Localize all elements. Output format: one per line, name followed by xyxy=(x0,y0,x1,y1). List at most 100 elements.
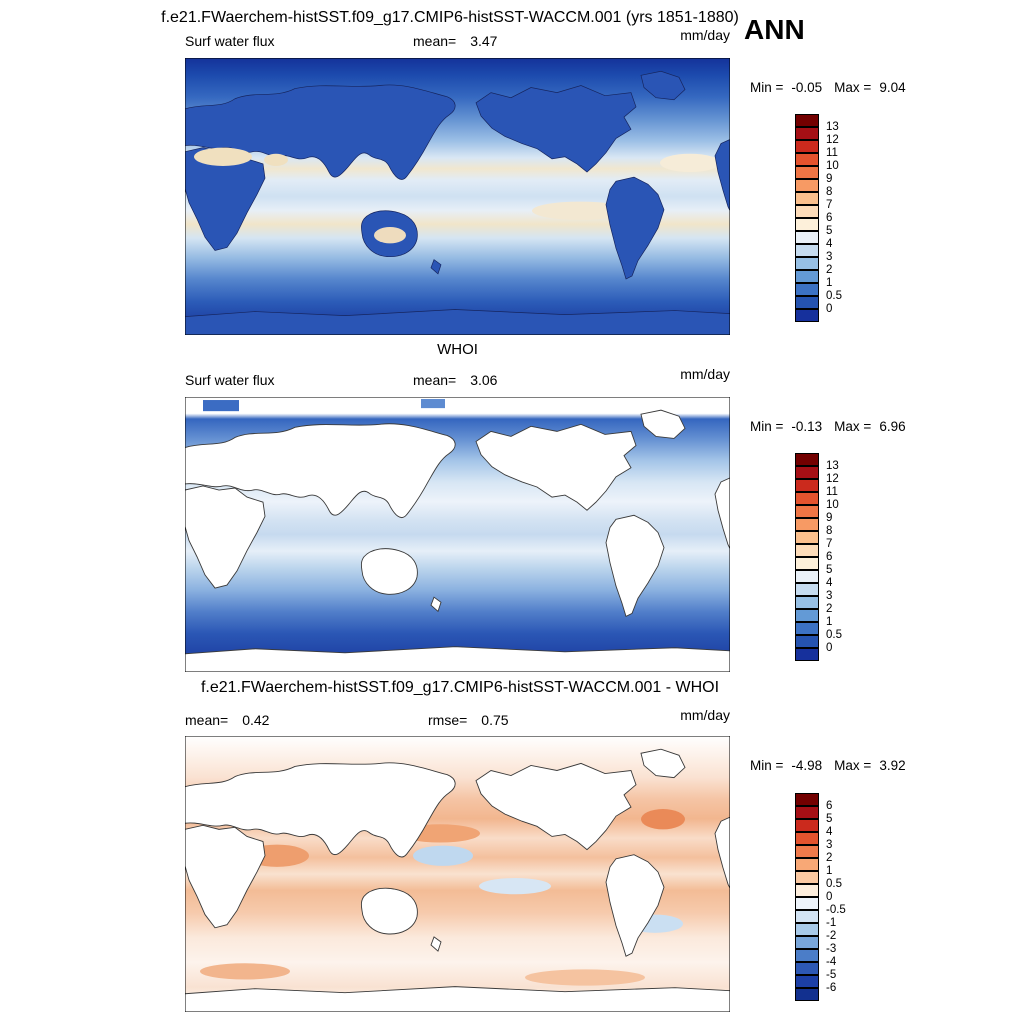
desert-patch-arabia xyxy=(264,153,288,166)
colorbar-box xyxy=(795,858,819,871)
colorbar-tick-label: -5 xyxy=(826,968,837,981)
colorbar-tick-label: 0 xyxy=(826,302,833,315)
colorbar-box xyxy=(795,518,819,531)
diff-colorbar: 6 5 4 3 2 1 0.5 0 -0.5 -1 -2 -3 -4 -5 -6 xyxy=(795,793,846,1001)
mean-label: mean= xyxy=(413,33,457,49)
colorbar-box xyxy=(795,244,819,257)
diff-mean-stat: mean= 0.42 xyxy=(185,712,269,728)
arctic-data-patch xyxy=(203,400,239,412)
colorbar-tick-label: 10 xyxy=(826,498,839,511)
obs-units-label: mm/day xyxy=(680,366,730,382)
colorbar-tick-label: 3 xyxy=(826,589,833,602)
min-label: Min = xyxy=(750,758,784,773)
colorbar-box xyxy=(795,819,819,832)
colorbar-box xyxy=(795,988,819,1001)
colorbar-box xyxy=(795,257,819,270)
colorbar-tick-label: 4 xyxy=(826,576,833,589)
evap-maximum-patch xyxy=(532,201,628,220)
min-label: Min = xyxy=(750,80,784,95)
diff-minmax: Min = -4.98 Max = 3.92 xyxy=(750,758,906,773)
colorbar-box xyxy=(795,492,819,505)
colorbar-box xyxy=(795,283,819,296)
colorbar-box xyxy=(795,296,819,309)
positive-diff-patch xyxy=(525,969,645,986)
evap-maximum-patch xyxy=(660,153,720,173)
colorbar-tick-label: 4 xyxy=(826,825,833,838)
colorbar-tick-label: 2 xyxy=(826,851,833,864)
mean-value: 3.47 xyxy=(470,33,498,49)
min-value: -4.98 xyxy=(791,758,823,773)
colorbar-tick-label: -4 xyxy=(826,955,837,968)
max-value: 9.04 xyxy=(879,80,906,95)
negative-diff-patch xyxy=(413,845,473,866)
obs-map-svg xyxy=(185,397,730,672)
colorbar-box xyxy=(795,218,819,231)
colorbar-tick-label: 7 xyxy=(826,537,833,550)
colorbar-tick-label: 6 xyxy=(826,550,833,563)
colorbar-tick-label: 5 xyxy=(826,812,833,825)
colorbar-box xyxy=(795,153,819,166)
colorbar-box xyxy=(795,936,819,949)
diff-map-svg xyxy=(185,736,730,1012)
model-mean-stat: mean= 3.47 xyxy=(413,33,497,49)
colorbar-box xyxy=(795,923,819,936)
model-minmax: Min = -0.05 Max = 9.04 xyxy=(750,80,906,95)
colorbar-tick-label: -0.5 xyxy=(826,903,846,916)
colorbar-box xyxy=(795,140,819,153)
colorbar-box xyxy=(795,832,819,845)
colorbar-box xyxy=(795,466,819,479)
min-value: -0.05 xyxy=(791,80,823,95)
colorbar-tick-label: 7 xyxy=(826,198,833,211)
colorbar-box xyxy=(795,505,819,518)
mean-value: 0.42 xyxy=(242,712,270,728)
colorbar-tick-label: 8 xyxy=(826,185,833,198)
colorbar-tick-label: 9 xyxy=(826,172,833,185)
colorbar-box xyxy=(795,114,819,127)
colorbar-box xyxy=(795,166,819,179)
colorbar-tick-label: 1 xyxy=(826,615,833,628)
colorbar-tick-label: 13 xyxy=(826,459,839,472)
colorbar-box xyxy=(795,949,819,962)
colorbar-box xyxy=(795,544,819,557)
diff-rmse-stat: rmse= 0.75 xyxy=(428,712,509,728)
max-value: 6.96 xyxy=(879,419,906,434)
colorbar-tick-label: 12 xyxy=(826,133,839,146)
model-map xyxy=(185,58,730,335)
colorbar-box xyxy=(795,596,819,609)
colorbar-box xyxy=(795,845,819,858)
colorbar-box xyxy=(795,570,819,583)
obs-mean-stat: mean= 3.06 xyxy=(413,372,497,388)
diff-units-label: mm/day xyxy=(680,707,730,723)
season-label: ANN xyxy=(744,14,805,45)
positive-diff-patch xyxy=(200,963,290,980)
colorbar-tick-label: 3 xyxy=(826,250,833,263)
negative-diff-patch xyxy=(479,878,551,895)
colorbar-tick-label: -3 xyxy=(826,942,837,955)
colorbar-tick-label: 12 xyxy=(826,472,839,485)
colorbar-tick-label: 13 xyxy=(826,120,839,133)
arctic-data-patch xyxy=(421,399,445,409)
colorbar-box xyxy=(795,309,819,322)
model-map-svg xyxy=(185,58,730,335)
colorbar-tick-label: 1 xyxy=(826,276,833,289)
min-value: -0.13 xyxy=(791,419,823,434)
colorbar-tick-label: 6 xyxy=(826,211,833,224)
max-value: 3.92 xyxy=(879,758,906,773)
model-field-label: Surf water flux xyxy=(185,33,275,49)
colorbar-box xyxy=(795,557,819,570)
colorbar-tick-label: 4 xyxy=(826,237,833,250)
colorbar-tick-label: 0 xyxy=(826,890,833,903)
colorbar-box xyxy=(795,622,819,635)
colorbar-box xyxy=(795,962,819,975)
colorbar-box xyxy=(795,192,819,205)
obs-title: WHOI xyxy=(437,341,478,358)
mean-value: 3.06 xyxy=(470,372,498,388)
mean-label: mean= xyxy=(185,712,229,728)
max-label: Max = xyxy=(834,758,872,773)
colorbar-tick-label: 0.5 xyxy=(826,289,842,302)
model-units-label: mm/day xyxy=(680,27,730,43)
colorbar-box xyxy=(795,910,819,923)
colorbar-tick-label: -1 xyxy=(826,916,837,929)
colorbar-box xyxy=(795,231,819,244)
